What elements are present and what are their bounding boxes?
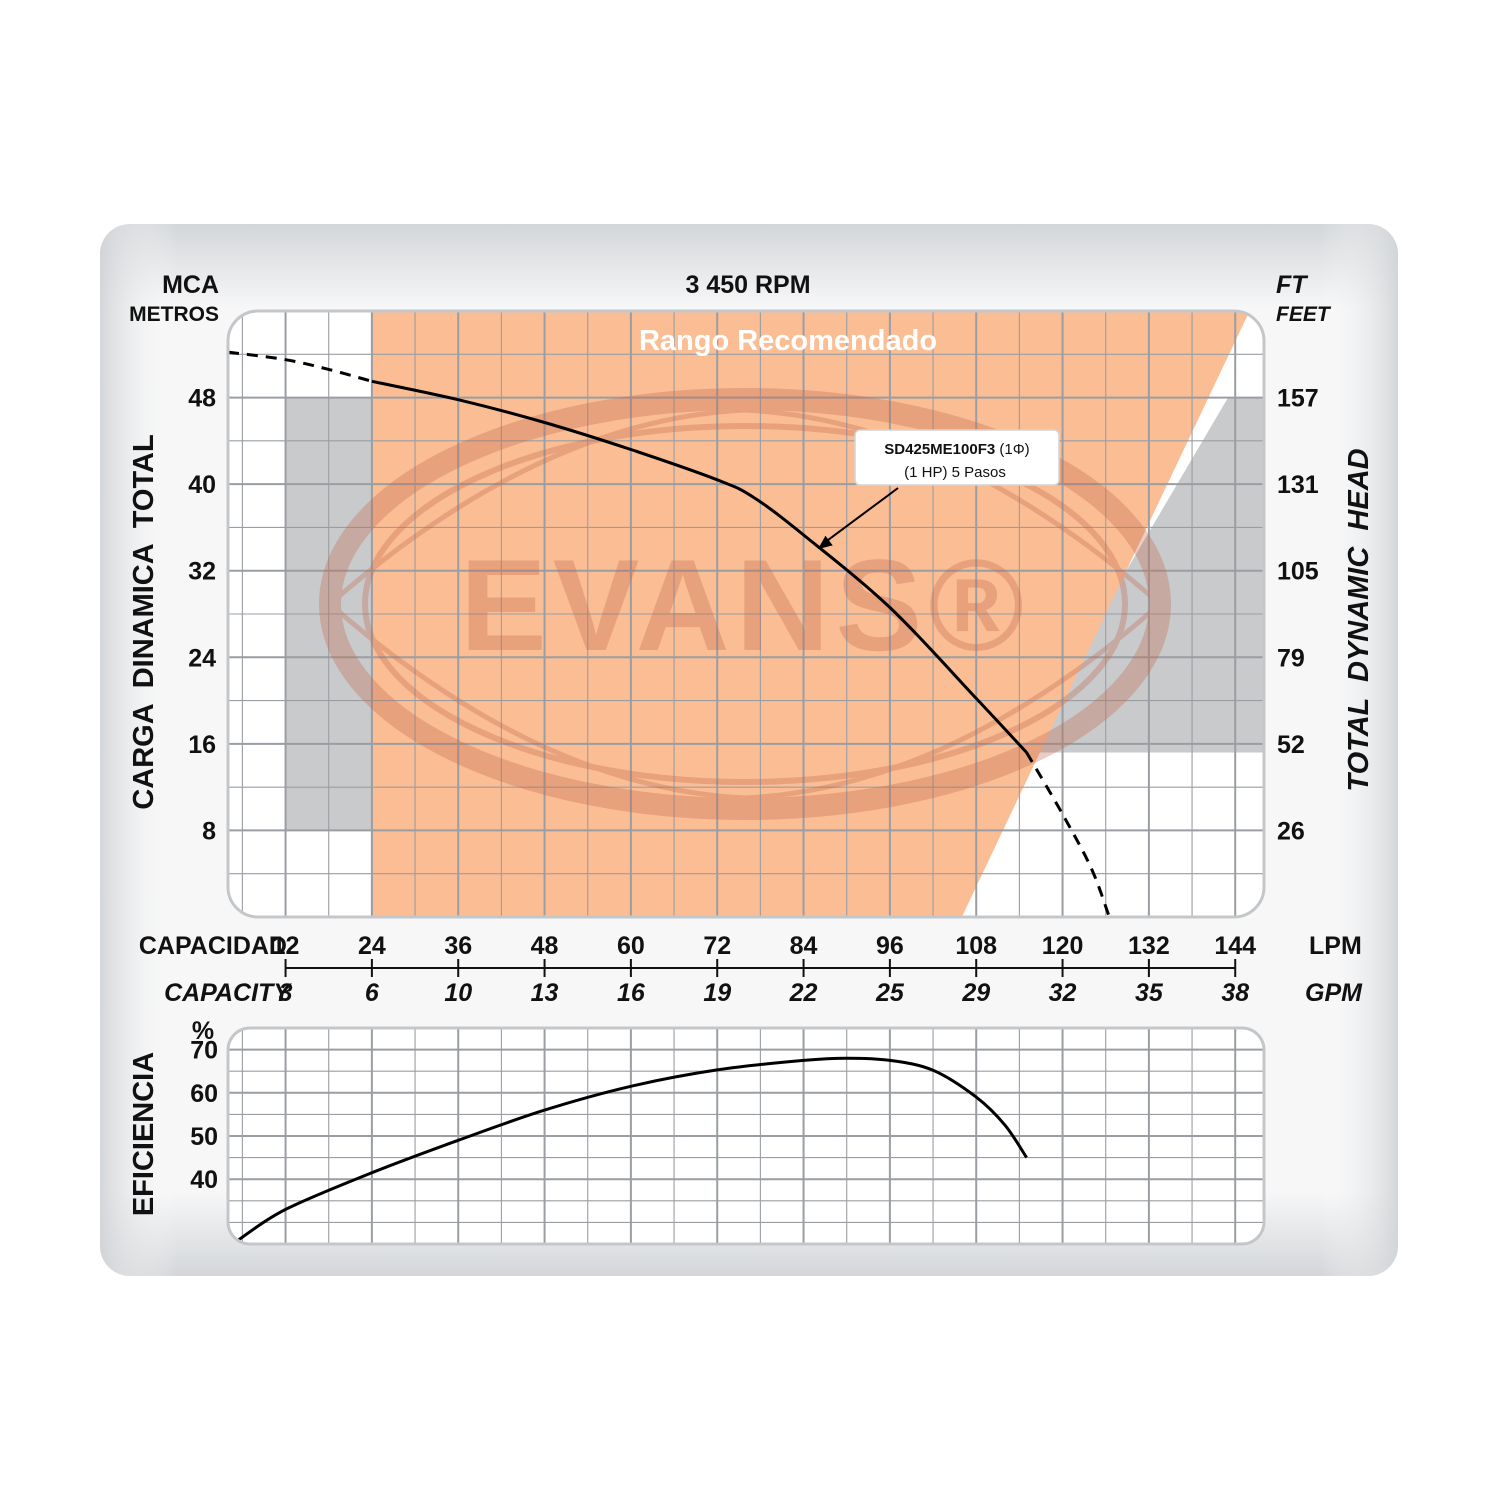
right-unit-sub: FEET [1276,303,1332,326]
efficiency-y-tick-label: 60 [190,1080,218,1108]
left-unit: MCA [162,271,219,299]
x-tick-label-lpm: 120 [1042,932,1084,960]
svg-text:SD425ME100F3 (1Φ: SD425ME100F3 (1Φ) [884,441,1029,458]
efficiency-y-tick-label: 40 [190,1166,218,1194]
x-tick-label-gpm: 6 [365,979,380,1007]
y-tick-label-left: 48 [188,385,216,413]
efficiency-y-tick-label: 50 [190,1123,218,1151]
x-tick-label-lpm: 12 [272,932,300,960]
x-tick-label-lpm: 96 [876,932,904,960]
x-axis-label: CAPACIDAD [139,932,287,960]
annotation-box [854,429,1060,486]
right-unit: FT [1276,271,1309,299]
x-tick-label-gpm: 35 [1135,979,1164,1007]
x-tick-label-gpm: 38 [1221,979,1249,1007]
x-tick-label-lpm: 108 [955,932,997,960]
head-curve-dashed-start [228,350,373,383]
y-axis-label-left: CARGA DINAMICA TOTAL [128,434,160,809]
x-tick-label-lpm: 48 [531,932,559,960]
x-tick-label-lpm: 72 [703,932,731,960]
x-unit-lpm: LPM [1309,932,1362,960]
evans-logo-watermark: EVANS® [319,388,1171,820]
x-tick-label-gpm: 10 [444,979,472,1007]
y-tick-label-right: 105 [1277,558,1319,586]
y-axis-label-right: TOTAL DYNAMIC HEAD [1343,448,1375,791]
efficiency-grid [228,1028,1264,1244]
x-tick-label-gpm: 32 [1049,979,1077,1007]
x-tick-label-gpm: 16 [617,979,646,1007]
efficiency-y-tick-label: 70 [190,1037,218,1065]
recommended-range-label: Rango Recomendado [639,325,937,357]
left-unit-sub: METROS [129,303,219,326]
x-axis-label-secondary: CAPACITY [164,979,292,1007]
annotation-line2: (1 HP) 5 Pasos [904,464,1006,481]
y-tick-label-left: 24 [188,644,216,672]
efficiency-chart: EFICIENCIA % 40 50 60 70 [128,1017,1266,1246]
annotation-phase: (1Φ) [999,441,1029,458]
x-tick-label-lpm: 36 [444,932,472,960]
efficiency-y-ticks: 40 50 60 70 [190,1037,218,1195]
head-curve [371,379,1028,754]
x-tick-label-gpm: 29 [961,979,990,1007]
head-grid [228,311,1264,917]
annotation-model: SD425ME100F3 [884,441,995,458]
x-tick-label-lpm: 132 [1128,932,1170,960]
y-tick-label-right: 52 [1277,731,1305,759]
y-tick-label-left: 8 [202,817,216,845]
x-tick-label-gpm: 25 [875,979,905,1007]
y-tick-label-right: 79 [1277,644,1305,672]
x-tick-label-lpm: 60 [617,932,645,960]
y-ticks-left: 8 16 24 32 40 48 [188,385,216,846]
y-tick-label-left: 32 [188,558,216,586]
head-plot-border [226,309,1266,919]
annotation-arrow [823,487,899,544]
y-tick-label-left: 16 [188,731,216,759]
efficiency-curve [237,1056,1028,1241]
capacity-axis: CAPACIDAD CAPACITY LPM GPM 1232463610481… [139,932,1363,1007]
x-tick-label-lpm: 144 [1214,932,1256,960]
y-tick-label-left: 40 [188,471,216,499]
head-chart: EVANS® Rango Recomendado [226,309,1266,919]
x-tick-label-gpm: 13 [531,979,559,1007]
efficiency-plot-border [226,1026,1266,1246]
y-ticks-right: 26 52 79 105 131 157 [1277,385,1319,846]
x-tick-label-gpm: 3 [279,979,293,1007]
watermark-text: EVANS® [460,532,1030,678]
y-tick-label-right: 157 [1277,385,1319,413]
x-tick-label-lpm: 24 [358,932,386,960]
x-tick-label-gpm: 19 [703,979,731,1007]
x-unit-gpm: GPM [1305,979,1363,1007]
capacity-ticks: 12 3 24 6 36 10 48 13 60 16 72 19 84 22 96 25 108 29 120 32… [272,932,1257,1007]
efficiency-plot-area [228,1028,1264,1244]
head-curve-dashed-end [1025,751,1111,917]
efficiency-y-label: EFICIENCIA [128,1052,160,1216]
model-annotation: SD425ME100F3 (1Φ) (1 HP) 5 Pasos [817,429,1060,550]
x-tick-label-gpm: 22 [789,979,818,1007]
x-tick-label-lpm: 84 [790,932,818,960]
y-tick-label-right: 131 [1277,471,1319,499]
y-tick-label-right: 26 [1277,817,1305,845]
chart-title: 3 450 RPM [685,271,810,299]
efficiency-unit: % [192,1017,214,1045]
annotation-arrowhead [817,535,833,550]
